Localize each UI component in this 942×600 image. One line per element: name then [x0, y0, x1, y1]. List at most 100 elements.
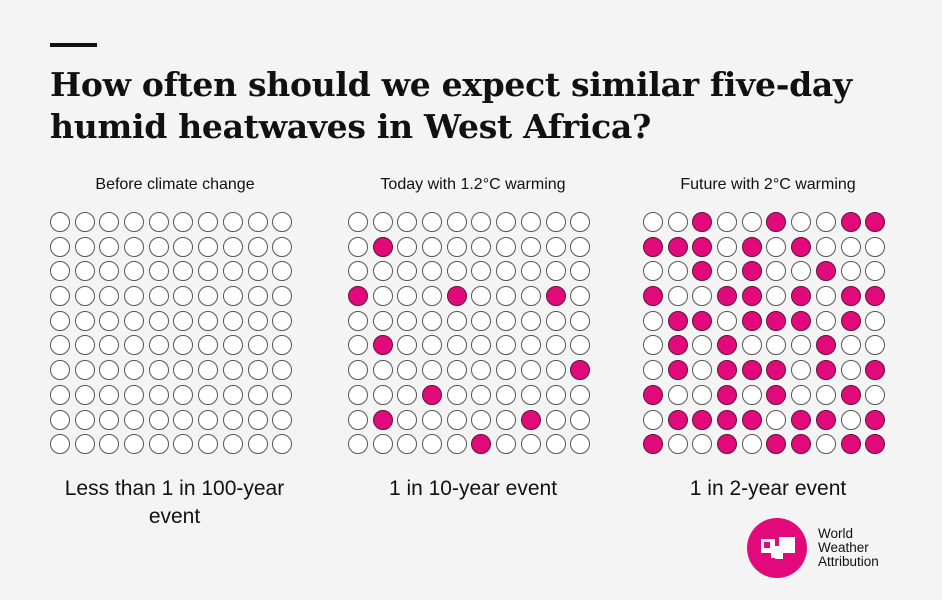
- filled-dot: [791, 236, 812, 257]
- filled-dot: [815, 335, 836, 356]
- empty-dot: [570, 286, 591, 307]
- empty-dot: [791, 360, 812, 381]
- filled-dot: [766, 360, 787, 381]
- empty-dot: [50, 261, 70, 282]
- empty-dot: [99, 335, 120, 356]
- empty-dot: [766, 236, 787, 257]
- empty-dot: [397, 212, 418, 232]
- empty-dot: [173, 261, 194, 282]
- empty-dot: [148, 310, 169, 331]
- empty-dot: [50, 434, 70, 455]
- waffle-grid: [348, 212, 598, 459]
- empty-dot: [545, 236, 566, 257]
- filled-dot: [840, 212, 861, 232]
- empty-dot: [148, 360, 169, 381]
- empty-dot: [717, 310, 738, 331]
- empty-dot: [124, 409, 145, 430]
- empty-dot: [198, 310, 219, 331]
- empty-dot: [815, 236, 836, 257]
- empty-dot: [148, 236, 169, 257]
- empty-dot: [840, 409, 861, 430]
- empty-dot: [74, 384, 95, 405]
- empty-dot: [397, 335, 418, 356]
- filled-dot: [741, 360, 762, 381]
- empty-dot: [372, 384, 393, 405]
- empty-dot: [865, 310, 886, 331]
- filled-dot: [840, 286, 861, 307]
- empty-dot: [222, 434, 243, 455]
- empty-dot: [348, 384, 368, 405]
- empty-dot: [272, 286, 293, 307]
- empty-dot: [272, 360, 293, 381]
- empty-dot: [446, 335, 467, 356]
- empty-dot: [545, 360, 566, 381]
- empty-dot: [50, 310, 70, 331]
- empty-dot: [446, 212, 467, 232]
- empty-dot: [446, 409, 467, 430]
- empty-dot: [50, 384, 70, 405]
- empty-dot: [173, 212, 194, 232]
- empty-dot: [74, 261, 95, 282]
- empty-dot: [247, 409, 268, 430]
- empty-dot: [520, 286, 541, 307]
- empty-dot: [348, 310, 368, 331]
- filled-dot: [643, 286, 663, 307]
- filled-dot: [471, 434, 492, 455]
- empty-dot: [198, 212, 219, 232]
- empty-dot: [222, 335, 243, 356]
- empty-dot: [247, 236, 268, 257]
- empty-dot: [446, 310, 467, 331]
- empty-dot: [791, 384, 812, 405]
- empty-dot: [471, 409, 492, 430]
- empty-dot: [840, 261, 861, 282]
- panel-label: Future with 2°C warming: [680, 176, 856, 193]
- empty-dot: [222, 409, 243, 430]
- empty-dot: [667, 434, 688, 455]
- empty-dot: [643, 335, 663, 356]
- empty-dot: [422, 286, 443, 307]
- empty-dot: [124, 384, 145, 405]
- empty-dot: [643, 212, 663, 232]
- empty-dot: [198, 384, 219, 405]
- empty-dot: [865, 384, 886, 405]
- empty-dot: [520, 212, 541, 232]
- filled-dot: [667, 360, 688, 381]
- empty-dot: [520, 335, 541, 356]
- empty-dot: [815, 212, 836, 232]
- waffle-grid: [643, 212, 893, 459]
- filled-dot: [865, 360, 886, 381]
- empty-dot: [124, 310, 145, 331]
- empty-dot: [124, 434, 145, 455]
- empty-dot: [50, 286, 70, 307]
- empty-dot: [247, 434, 268, 455]
- filled-dot: [570, 360, 591, 381]
- wwa-logo: World Weather Attribution: [747, 518, 879, 578]
- empty-dot: [173, 286, 194, 307]
- filled-dot: [692, 310, 713, 331]
- empty-dot: [222, 261, 243, 282]
- empty-dot: [50, 409, 70, 430]
- filled-dot: [815, 360, 836, 381]
- empty-dot: [545, 310, 566, 331]
- filled-dot: [422, 384, 443, 405]
- empty-dot: [545, 434, 566, 455]
- empty-dot: [791, 212, 812, 232]
- empty-dot: [50, 335, 70, 356]
- empty-dot: [815, 286, 836, 307]
- empty-dot: [570, 212, 591, 232]
- empty-dot: [570, 335, 591, 356]
- empty-dot: [840, 335, 861, 356]
- empty-dot: [397, 434, 418, 455]
- empty-dot: [422, 261, 443, 282]
- empty-dot: [372, 212, 393, 232]
- filled-dot: [865, 409, 886, 430]
- empty-dot: [173, 360, 194, 381]
- empty-dot: [99, 434, 120, 455]
- filled-dot: [643, 434, 663, 455]
- empty-dot: [766, 335, 787, 356]
- empty-dot: [198, 335, 219, 356]
- empty-dot: [198, 434, 219, 455]
- empty-dot: [840, 236, 861, 257]
- empty-dot: [247, 335, 268, 356]
- empty-dot: [74, 409, 95, 430]
